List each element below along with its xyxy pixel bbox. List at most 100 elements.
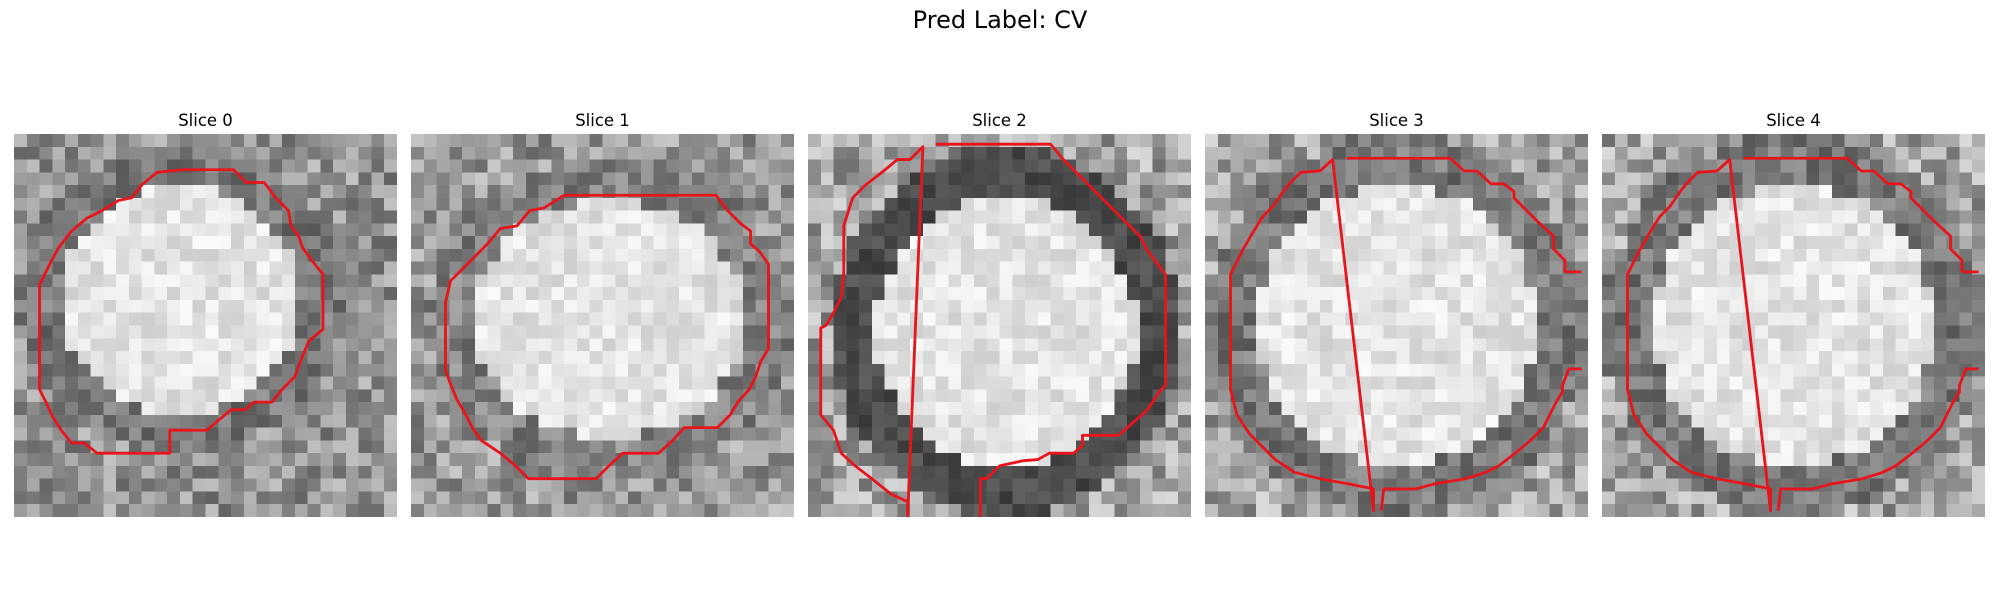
image-pixel (1562, 299, 1576, 313)
image-pixel (615, 236, 629, 250)
image-pixel (808, 261, 822, 275)
image-pixel (218, 338, 232, 352)
image-pixel (1691, 312, 1705, 326)
image-pixel (282, 172, 296, 186)
image-pixel (1653, 185, 1667, 199)
image-pixel (436, 338, 450, 352)
image-pixel (653, 312, 667, 326)
image-pixel (884, 351, 898, 365)
image-pixel (973, 159, 987, 173)
image-pixel (717, 504, 731, 517)
image-pixel (1640, 414, 1654, 428)
image-pixel (986, 146, 1000, 160)
image-pixel (615, 210, 629, 224)
image-pixel (436, 248, 450, 262)
image-pixel (1716, 210, 1730, 224)
image-pixel (551, 491, 565, 505)
image-pixel (1857, 478, 1871, 492)
image-pixel (231, 223, 245, 237)
image-pixel (986, 210, 1000, 224)
image-pixel (1857, 210, 1871, 224)
image-pixel (781, 440, 794, 454)
image-pixel (1524, 504, 1538, 517)
image-pixel (1025, 363, 1039, 377)
image-pixel (1114, 389, 1128, 403)
image-pixel (1256, 491, 1270, 505)
image-pixel (1665, 376, 1679, 390)
image-pixel (1205, 465, 1219, 479)
image-pixel (1012, 427, 1026, 441)
image-pixel (1114, 236, 1128, 250)
image-pixel (487, 427, 501, 441)
image-pixel (1857, 299, 1871, 313)
image-pixel (1383, 299, 1397, 313)
image-pixel (1536, 274, 1550, 288)
image-pixel (487, 299, 501, 313)
image-pixel (1767, 210, 1781, 224)
image-pixel (897, 236, 911, 250)
image-pixel (449, 465, 463, 479)
image-pixel (730, 465, 744, 479)
image-pixel (1165, 185, 1179, 199)
image-pixel (576, 146, 590, 160)
image-pixel (205, 312, 219, 326)
image-pixel (1205, 427, 1219, 441)
image-pixel (1256, 376, 1270, 390)
image-pixel (1946, 491, 1960, 505)
image-pixel (333, 146, 347, 160)
image-pixel (256, 134, 270, 148)
image-pixel (922, 402, 936, 416)
image-pixel (1653, 146, 1667, 160)
image-pixel (77, 172, 91, 186)
image-pixel (1627, 376, 1641, 390)
image-pixel (1959, 159, 1973, 173)
image-pixel (1959, 146, 1973, 160)
image-pixel (1294, 287, 1308, 301)
image-pixel (1806, 414, 1820, 428)
image-pixel (52, 376, 66, 390)
image-pixel (1294, 440, 1308, 454)
image-pixel (999, 185, 1013, 199)
image-pixel (973, 351, 987, 365)
image-pixel (1640, 210, 1654, 224)
image-pixel (1857, 274, 1871, 288)
image-pixel (525, 325, 539, 339)
image-pixel (1742, 440, 1756, 454)
image-pixel (1345, 402, 1359, 416)
image-pixel (1549, 491, 1563, 505)
image-pixel (961, 287, 975, 301)
image-pixel (871, 465, 885, 479)
image-pixel (1268, 223, 1282, 237)
image-pixel (730, 338, 744, 352)
image-pixel (449, 414, 463, 428)
image-pixel (1614, 197, 1628, 211)
image-pixel (628, 427, 642, 441)
image-pixel (1793, 236, 1807, 250)
image-pixel (462, 312, 476, 326)
image-pixel (1793, 299, 1807, 313)
image-pixel (154, 185, 168, 199)
image-pixel (1959, 453, 1973, 467)
image-pixel (1358, 261, 1372, 275)
image-pixel (808, 440, 822, 454)
image-pixel (39, 440, 53, 454)
image-pixel (1281, 491, 1295, 505)
image-pixel (90, 223, 104, 237)
image-pixel (1959, 440, 1973, 454)
image-pixel (1025, 414, 1039, 428)
image-pixel (1933, 261, 1947, 275)
image-pixel (77, 312, 91, 326)
image-pixel (1319, 465, 1333, 479)
image-pixel (897, 146, 911, 160)
image-pixel (551, 172, 565, 186)
image-pixel (602, 223, 616, 237)
image-pixel (1025, 338, 1039, 352)
slice-title: Slice 3 (1369, 111, 1424, 130)
image-pixel (1870, 338, 1884, 352)
image-pixel (307, 146, 321, 160)
image-pixel (1653, 338, 1667, 352)
image-pixel (846, 274, 860, 288)
image-pixel (1114, 261, 1128, 275)
image-pixel (846, 325, 860, 339)
image-pixel (1716, 504, 1730, 517)
